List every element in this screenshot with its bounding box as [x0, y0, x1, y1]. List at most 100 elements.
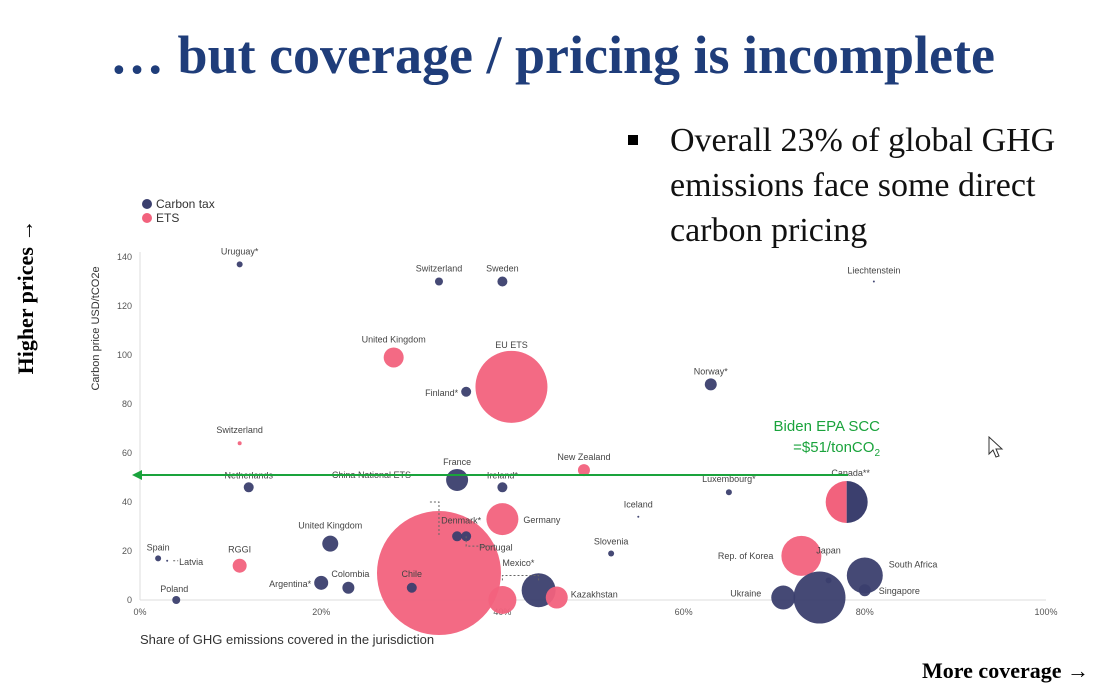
- china-leader-line: [429, 501, 440, 537]
- point-label: Argentina*: [269, 579, 312, 589]
- point-label: Rep. of Korea: [718, 551, 774, 561]
- scc-annotation-line2: =$51/tonCO2: [793, 439, 880, 459]
- bubble-eu-ets: [475, 350, 548, 423]
- point-label: Spain: [147, 542, 170, 552]
- bubble-switzerland: [237, 441, 242, 446]
- bubble-ukraine-large: [793, 571, 846, 624]
- bubble-netherlands: [243, 482, 254, 493]
- bubble-new-zealand: [577, 464, 590, 477]
- point-label: Liechtenstein: [847, 266, 900, 276]
- bubble-canada-tax: [846, 481, 868, 523]
- bubble-switzerland: [434, 277, 443, 286]
- y-tick-label: 20: [122, 546, 132, 556]
- y-tick-label: 80: [122, 399, 132, 409]
- legend-swatch: [142, 199, 152, 209]
- bubble-rep-of-korea: [781, 535, 822, 576]
- point-label: Japan: [816, 545, 841, 555]
- point-label: Switzerland: [216, 425, 263, 435]
- y-tick-label: 60: [122, 448, 132, 458]
- x-axis-title: Share of GHG emissions covered in the ju…: [140, 632, 434, 647]
- bubble-germany: [486, 503, 519, 536]
- x-tick-label: 20%: [312, 607, 330, 617]
- y-tick-label: 40: [122, 497, 132, 507]
- legend-swatch: [142, 213, 152, 223]
- bubble-united-kingdom: [322, 535, 339, 552]
- bubble-colombia: [342, 581, 355, 594]
- point-label: Luxembourg*: [702, 474, 756, 484]
- scc-annotation: Biden EPA SCC =$51/tonCO2: [132, 418, 881, 481]
- x-tick-label: 0%: [133, 607, 146, 617]
- point-label: Singapore: [879, 586, 920, 596]
- bubble-liechtenstein: [872, 280, 875, 283]
- bubble-finland: [461, 386, 472, 397]
- bubble-denmark: [452, 531, 463, 542]
- slide-title: … but coverage / pricing is incomplete: [110, 25, 995, 85]
- y-tick-label: 0: [127, 595, 132, 605]
- point-label: Norway*: [694, 366, 729, 376]
- point-label: Mexico*: [502, 558, 535, 568]
- bubble-ukraine: [771, 585, 796, 610]
- bubble-poland: [172, 596, 181, 604]
- x-tick-label: 100%: [1034, 607, 1057, 617]
- bubble-singapore: [858, 584, 871, 597]
- point-label: Ukraine: [730, 589, 761, 599]
- bubble-slovenia: [608, 550, 615, 557]
- point-label: France: [443, 457, 471, 467]
- point-label: EU ETS: [495, 340, 528, 350]
- legend-label: ETS: [156, 211, 179, 225]
- point-label: United Kingdom: [362, 334, 426, 344]
- bubble-south-africa: [846, 557, 883, 594]
- bubble-china-national-ets: [376, 511, 501, 636]
- bubble-rggi: [232, 558, 247, 573]
- bubble-iceland: [637, 515, 640, 518]
- scc-arrowhead-icon: [132, 470, 142, 481]
- point-label: Portugal: [479, 542, 513, 552]
- point-label: South Africa: [889, 560, 938, 570]
- bubble-canada-ets: [825, 481, 847, 523]
- bubble-kazakhstan: [545, 586, 568, 609]
- x-tick-label: 60%: [675, 607, 693, 617]
- bubble-latvia: [166, 559, 169, 562]
- x-side-label: More coverage →: [922, 658, 1089, 683]
- point-label: Finland*: [425, 388, 459, 398]
- chart-axes: 0204060801001201400%20%40%60%80%100%Carb…: [90, 252, 1058, 647]
- bubble-france: [446, 468, 469, 491]
- y-tick-label: 120: [117, 301, 132, 311]
- bubble-norway: [704, 378, 717, 391]
- point-label: Iceland: [624, 500, 653, 510]
- point-label: Switzerland: [416, 264, 463, 274]
- y-axis-title: Carbon price USD/tCO2e: [90, 266, 102, 390]
- point-label: United Kingdom: [298, 521, 362, 531]
- point-label: New Zealand: [557, 452, 610, 462]
- point-label: Latvia: [179, 557, 203, 567]
- bubble-argentina: [314, 575, 329, 590]
- bubble-united-kingdom: [383, 347, 404, 368]
- bubble-chile: [406, 582, 417, 593]
- point-label: Kazakhstan: [571, 590, 618, 600]
- point-label: Sweden: [486, 264, 519, 274]
- bubble-sweden: [497, 276, 508, 287]
- legend-label: Carbon tax: [156, 197, 215, 211]
- point-label: Slovenia: [594, 536, 629, 546]
- bubble-luxembourg: [725, 489, 732, 496]
- bubble-mexico: [488, 586, 517, 614]
- y-tick-label: 100: [117, 350, 132, 360]
- point-label: Poland: [160, 584, 188, 594]
- portugal-leader-line: [465, 536, 494, 547]
- bullet-text: Overall 23% of global GHG emissions face…: [670, 122, 1056, 249]
- chart-bubbles: [155, 261, 883, 636]
- point-label: RGGI: [228, 545, 251, 555]
- point-label: Germany: [523, 515, 561, 525]
- point-label: Uruguay*: [221, 246, 259, 256]
- mouse-pointer-icon: [988, 436, 1004, 458]
- y-tick-label: 140: [117, 252, 132, 262]
- scc-annotation-line1: Biden EPA SCC: [774, 418, 881, 435]
- point-label: Chile: [402, 569, 423, 579]
- bullet-square-icon: [628, 135, 638, 145]
- bubble-ireland: [497, 482, 508, 493]
- point-label: Canada**: [831, 468, 870, 478]
- point-label: Colombia: [331, 569, 369, 579]
- bubble-uruguay: [236, 261, 243, 268]
